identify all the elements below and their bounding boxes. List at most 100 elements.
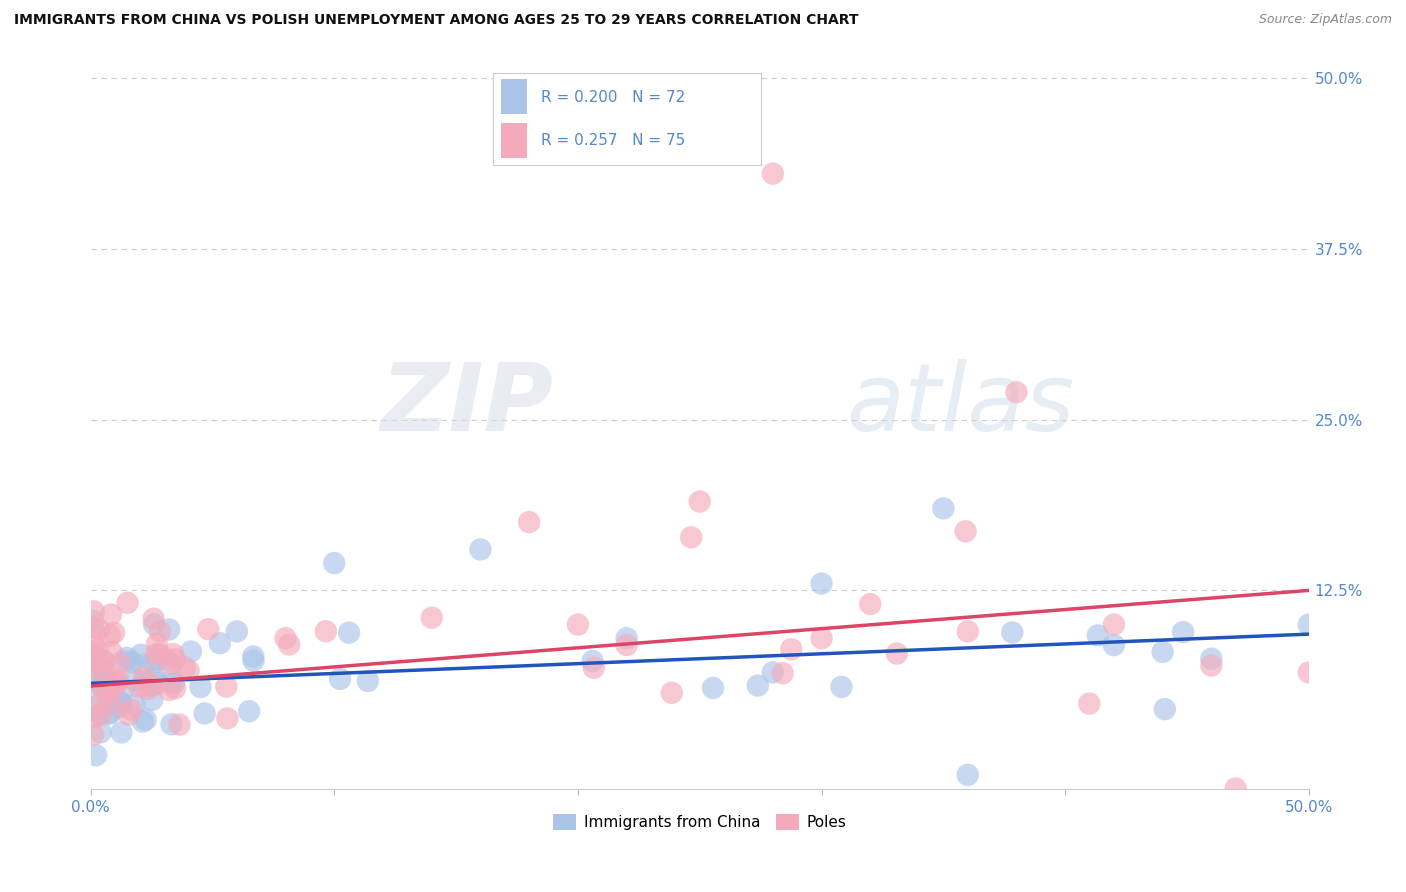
Point [112, 654, 135, 668]
Point [89, 725, 111, 739]
Point [120, 702, 142, 716]
Point [582, 661, 605, 675]
Point [315, 624, 337, 639]
Point [135, 713, 157, 727]
Point [470, 542, 492, 557]
Point [82, 648, 104, 663]
Point [180, 644, 202, 658]
Point [225, 624, 247, 639]
Point [136, 681, 159, 696]
Point [91, 661, 114, 675]
Point [160, 673, 183, 688]
Point [149, 624, 172, 639]
Point [329, 672, 352, 686]
Point [104, 673, 127, 688]
Point [242, 649, 264, 664]
Point [131, 714, 153, 729]
Point [128, 680, 150, 694]
Point [238, 704, 260, 718]
Point [177, 664, 200, 678]
Point [420, 611, 443, 625]
Point [1201, 658, 1223, 673]
Point [82, 620, 104, 634]
Point [86, 643, 108, 657]
Point [134, 670, 156, 684]
Point [208, 636, 231, 650]
Point [1298, 665, 1320, 680]
Point [143, 617, 166, 632]
Point [84, 701, 107, 715]
Point [162, 647, 184, 661]
Point [89, 708, 111, 723]
Point [156, 653, 179, 667]
Point [87, 623, 110, 637]
Point [810, 576, 832, 591]
Point [100, 607, 122, 622]
Point [93, 661, 115, 675]
Point [1171, 625, 1194, 640]
Point [146, 637, 169, 651]
Point [173, 661, 195, 675]
Point [762, 167, 785, 181]
Point [98, 706, 121, 721]
Point [190, 680, 212, 694]
Point [145, 647, 167, 661]
Point [107, 673, 129, 687]
Point [159, 657, 181, 671]
Point [163, 676, 186, 690]
Point [217, 711, 239, 725]
Point [1001, 625, 1024, 640]
Point [142, 678, 165, 692]
Point [112, 682, 135, 697]
Point [82, 728, 104, 742]
Point [142, 657, 165, 671]
Point [932, 501, 955, 516]
Point [702, 681, 724, 695]
Point [98, 629, 121, 643]
Point [87, 698, 110, 713]
Point [169, 717, 191, 731]
Point [747, 679, 769, 693]
Point [274, 631, 297, 645]
Point [1152, 645, 1174, 659]
Point [89, 665, 111, 680]
Point [141, 693, 163, 707]
Point [110, 695, 132, 709]
Point [117, 596, 139, 610]
Point [956, 768, 979, 782]
Point [1298, 617, 1320, 632]
Point [117, 707, 139, 722]
Point [681, 530, 703, 544]
Point [1087, 628, 1109, 642]
Point [110, 697, 132, 711]
Point [859, 597, 882, 611]
Point [955, 524, 977, 539]
Point [82, 659, 104, 673]
Point [93, 654, 115, 668]
Point [1078, 697, 1101, 711]
Point [108, 656, 131, 670]
Point [142, 612, 165, 626]
Point [1005, 385, 1028, 400]
Point [90, 678, 112, 692]
Point [157, 682, 180, 697]
Point [82, 710, 104, 724]
Point [139, 679, 162, 693]
Point [100, 697, 122, 711]
Point [157, 623, 180, 637]
Point [96, 689, 118, 703]
Point [278, 638, 301, 652]
Point [1225, 781, 1247, 796]
Point [94, 674, 117, 689]
Point [1153, 702, 1175, 716]
Point [1201, 651, 1223, 665]
Point [108, 700, 131, 714]
Point [110, 725, 132, 739]
Point [616, 638, 638, 652]
Point [83, 604, 105, 618]
Point [517, 515, 540, 529]
Point [165, 681, 187, 695]
Point [830, 680, 852, 694]
Point [129, 648, 152, 662]
Point [82, 614, 104, 628]
